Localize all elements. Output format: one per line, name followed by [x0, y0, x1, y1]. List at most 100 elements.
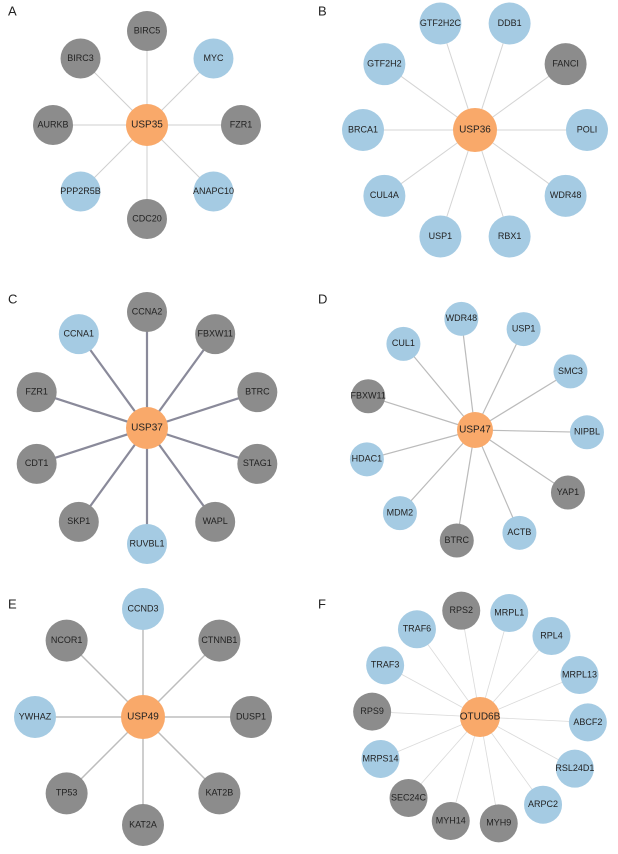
node-label: STAG1: [243, 458, 272, 468]
node-label: CCNA2: [132, 306, 163, 316]
node: [193, 171, 234, 212]
center-node: [453, 108, 497, 152]
node-label: WDR48: [550, 190, 582, 200]
node-label: GTF2H2: [367, 59, 402, 69]
node-label: CDT1: [25, 458, 49, 468]
node: [524, 785, 563, 824]
node-label: POLI: [577, 124, 598, 134]
center-node: [457, 412, 493, 448]
node-label: FZR1: [25, 387, 48, 397]
edge: [474, 370, 571, 431]
node: [568, 703, 607, 742]
node-label: MYH9: [486, 818, 511, 828]
node: [58, 314, 99, 355]
center-node: [121, 695, 165, 739]
node-label: CTNNB1: [201, 635, 237, 645]
node: [122, 804, 164, 846]
node: [58, 501, 99, 542]
node: [237, 372, 278, 413]
node-label: NCOR1: [51, 635, 83, 645]
node-label: MRPL13: [562, 669, 597, 679]
node-label: MRPL1: [494, 607, 524, 617]
node: [127, 199, 167, 239]
edge: [368, 395, 476, 431]
node: [14, 696, 56, 738]
node-label: RPL4: [540, 630, 563, 640]
node: [366, 646, 405, 685]
node-label: FZR1: [230, 119, 253, 129]
node-label: DDB1: [498, 18, 522, 28]
edge: [474, 429, 587, 433]
node-label: ARPC2: [528, 799, 558, 809]
node-label: PPP2R5B: [60, 186, 101, 196]
panel-label: E: [8, 596, 17, 611]
center-label: USP49: [127, 712, 159, 723]
center-node: [126, 104, 168, 146]
node: [45, 619, 88, 662]
node: [230, 696, 272, 738]
node-label: RPS2: [449, 605, 473, 615]
node: [419, 2, 462, 45]
node-label: YAP1: [557, 487, 579, 497]
node: [363, 174, 406, 217]
node: [560, 656, 599, 695]
node: [389, 778, 428, 817]
node-label: BIRC3: [67, 53, 94, 63]
node: [349, 442, 384, 477]
panel-label: C: [8, 291, 17, 306]
edge: [474, 328, 525, 431]
node: [569, 415, 604, 450]
center-label: USP36: [459, 125, 491, 136]
node-label: FBXW11: [198, 329, 233, 339]
node: [361, 739, 400, 778]
edge: [460, 318, 476, 431]
node: [566, 109, 608, 151]
node: [237, 443, 278, 484]
node: [550, 475, 585, 510]
node-label: CDC20: [132, 213, 162, 223]
node-label: GTF2H2C: [420, 18, 462, 28]
node-label: NIPBL: [574, 427, 600, 437]
node: [532, 617, 571, 656]
node: [479, 804, 518, 843]
node: [127, 11, 167, 51]
node-label: USP1: [429, 231, 453, 241]
node-label: BIRC5: [134, 25, 161, 35]
node: [353, 692, 392, 731]
node: [45, 772, 88, 815]
node-label: TRAF3: [371, 660, 400, 670]
center-node: [126, 407, 168, 449]
edge: [402, 343, 476, 431]
node-label: SMC3: [558, 366, 583, 376]
node-label: MYC: [203, 53, 224, 63]
node-label: YWHAZ: [19, 711, 52, 721]
node-label: TRAF6: [403, 624, 432, 634]
node: [60, 171, 101, 212]
node-label: WDR48: [446, 313, 478, 323]
node-label: HDAC1: [352, 454, 383, 464]
node-label: CUL1: [392, 338, 415, 348]
edge: [474, 429, 569, 493]
node: [16, 372, 57, 413]
node: [502, 515, 537, 550]
node: [363, 43, 406, 86]
node: [382, 496, 417, 531]
node: [193, 38, 234, 79]
node: [490, 594, 529, 633]
node-label: MDM2: [387, 507, 414, 517]
edge: [456, 429, 476, 541]
node-label: TP53: [56, 788, 78, 798]
center-label: USP47: [459, 425, 491, 436]
node: [198, 619, 241, 662]
node: [195, 501, 236, 542]
node-label: RBX1: [498, 231, 522, 241]
edge: [366, 429, 476, 460]
node: [198, 772, 241, 815]
center-label: USP35: [131, 120, 163, 131]
node-label: ANAPC10: [193, 186, 234, 196]
node-label: RPS9: [360, 706, 384, 716]
node: [544, 43, 587, 86]
node: [33, 105, 73, 145]
center-label: OTUD6B: [460, 712, 501, 723]
node: [544, 174, 587, 217]
